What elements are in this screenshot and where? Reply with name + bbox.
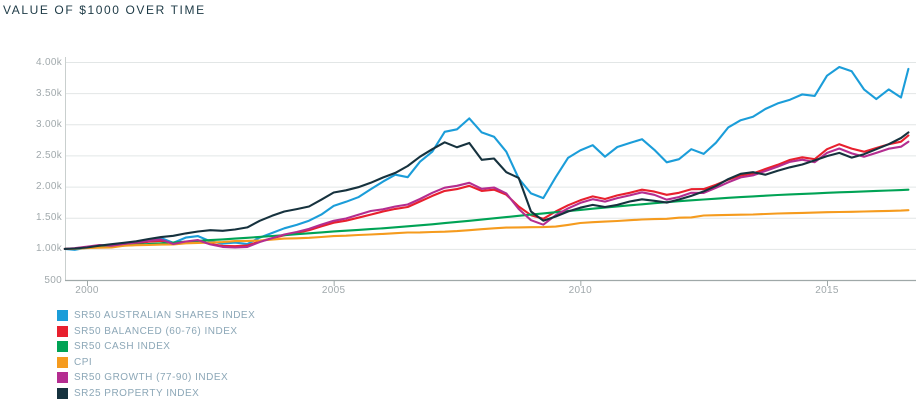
legend-item-property: SR25 PROPERTY INDEX	[57, 386, 255, 402]
y-tick-label: 1.00k	[36, 243, 62, 255]
legend-swatch-icon	[57, 341, 68, 353]
legend-item-growth: SR50 GROWTH (77-90) INDEX	[57, 370, 255, 386]
y-tick-label: 2.50k	[36, 149, 62, 161]
x-tick-label: 2015	[815, 285, 839, 296]
x-tick-label: 2010	[568, 285, 593, 296]
legend-label: SR25 PROPERTY INDEX	[74, 387, 200, 399]
legend: SR50 AUSTRALIAN SHARES INDEX SR50 BALANC…	[57, 308, 255, 401]
y-tick-label: 3.50k	[36, 87, 62, 99]
legend-label: CPI	[74, 356, 93, 368]
y-tick-label: 1.50k	[36, 212, 62, 224]
chart-title: VALUE OF $1000 OVER TIME	[3, 3, 206, 17]
x-tick-label: 2005	[321, 285, 346, 296]
y-tick-label: 500	[44, 274, 62, 286]
y-tick-label: 3.00k	[36, 118, 62, 130]
y-tick-label: 4.00k	[36, 56, 62, 68]
legend-label: SR50 BALANCED (60-76) INDEX	[74, 325, 238, 337]
legend-item-cash: SR50 CASH INDEX	[57, 339, 255, 355]
x-tick-label: 2000	[75, 285, 99, 296]
legend-item-balanced: SR50 BALANCED (60-76) INDEX	[57, 324, 255, 340]
line-chart	[63, 57, 916, 286]
y-tick-label: 2.00k	[36, 181, 62, 193]
legend-label: SR50 AUSTRALIAN SHARES INDEX	[74, 310, 256, 322]
legend-label: SR50 GROWTH (77-90) INDEX	[74, 372, 229, 384]
legend-item-australian-shares: SR50 AUSTRALIAN SHARES INDEX	[57, 308, 255, 324]
legend-swatch-icon	[57, 325, 68, 337]
legend-item-cpi: CPI	[57, 355, 255, 371]
legend-label: SR50 CASH INDEX	[74, 341, 171, 353]
legend-swatch-icon	[57, 372, 68, 384]
legend-swatch-icon	[57, 387, 68, 399]
legend-swatch-icon	[57, 310, 68, 322]
legend-swatch-icon	[57, 356, 68, 368]
